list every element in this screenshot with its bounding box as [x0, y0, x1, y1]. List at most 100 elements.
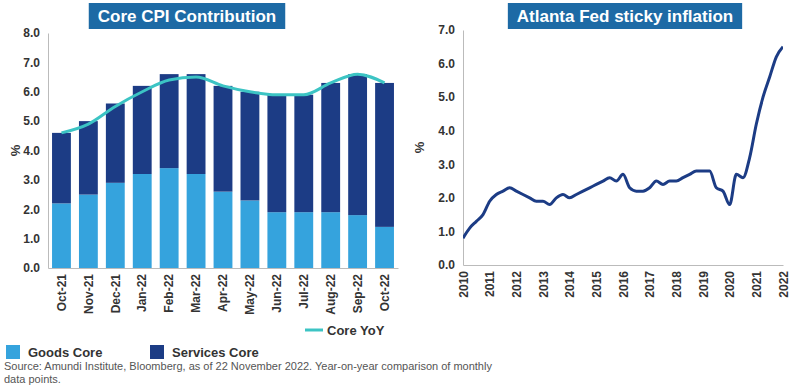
- x-tick-label: 2018: [670, 271, 684, 298]
- bar: [294, 95, 313, 213]
- bar: [375, 83, 394, 227]
- legend-item: Services Core: [150, 345, 259, 360]
- source-note: Source: Amundi Institute, Bloomberg, as …: [4, 360, 492, 385]
- y-tick-label: 4.0: [23, 144, 40, 158]
- y-axis-title: %: [8, 144, 23, 156]
- plot-area: [52, 74, 394, 268]
- legend-label: Goods Core: [28, 345, 102, 360]
- x-tick: Feb-22: [162, 268, 176, 313]
- x-tick-label: Sep-22: [351, 274, 365, 314]
- x-tick: 2018: [670, 265, 684, 298]
- bar: [241, 92, 260, 201]
- x-tick-label: 2013: [537, 271, 551, 298]
- x-axis: Oct-21Nov-21Dec-21Jan-22Feb-22Mar-22Apr-…: [49, 268, 399, 315]
- y-tick-label: 3.0: [23, 173, 40, 187]
- x-tick: Jul-22: [297, 268, 311, 309]
- y-tick-label: 3.0: [438, 158, 455, 172]
- bar: [267, 212, 286, 268]
- x-tick-label: 2012: [510, 271, 524, 298]
- bar: [348, 215, 367, 268]
- x-axis: 2010201120122013201420152016201720182019…: [457, 265, 791, 298]
- x-tick: Jan-22: [135, 268, 149, 312]
- y-tick-label: 1.0: [438, 225, 455, 239]
- title-background: [89, 3, 285, 29]
- bar-series: [52, 74, 394, 227]
- x-tick: Dec-21: [109, 268, 123, 313]
- legend-swatch: [150, 345, 164, 359]
- bar: [214, 192, 233, 268]
- bar: [160, 168, 179, 268]
- title-background: [508, 3, 742, 29]
- y-tick-label: 8.0: [23, 26, 40, 40]
- y-tick: 3.0: [438, 158, 463, 172]
- x-axis-line: [464, 265, 784, 266]
- bar: [294, 212, 313, 268]
- bar: [52, 203, 71, 268]
- x-tick: 2020: [723, 265, 737, 298]
- x-tick: 2013: [537, 265, 551, 298]
- x-axis-line: [49, 268, 399, 269]
- bar: [241, 200, 260, 268]
- bar: [133, 86, 152, 174]
- y-axis: 0.01.02.03.04.05.06.07.08.0: [23, 26, 48, 275]
- x-tick: 2010: [457, 265, 471, 298]
- bar: [267, 95, 286, 213]
- y-tick: 4.0: [23, 144, 48, 158]
- x-tick: Oct-21: [55, 268, 69, 311]
- y-tick-label: 0.0: [438, 258, 455, 272]
- y-tick: 8.0: [23, 26, 48, 40]
- bar: [214, 86, 233, 192]
- bar: [106, 183, 125, 268]
- x-tick: Mar-22: [189, 268, 203, 313]
- y-tick-label: 0.0: [23, 261, 40, 275]
- x-tick: 2014: [563, 265, 577, 298]
- bar: [52, 133, 71, 204]
- y-tick: 7.0: [438, 23, 463, 37]
- x-tick-label: 2011: [483, 271, 497, 297]
- x-tick: 2021: [750, 265, 764, 298]
- chart-title: Core CPI Contribution: [98, 7, 276, 26]
- x-tick: 2022: [777, 265, 791, 298]
- legend-swatch: [6, 345, 20, 359]
- x-tick: Oct-22: [378, 268, 392, 311]
- x-tick-label: 2019: [697, 271, 711, 298]
- x-tick-label: 2017: [643, 271, 657, 298]
- x-tick-label: 2022: [777, 271, 791, 298]
- y-tick: 7.0: [23, 56, 48, 70]
- x-tick: 2012: [510, 265, 524, 298]
- y-tick-label: 2.0: [23, 203, 40, 217]
- y-tick-label: 5.0: [23, 114, 40, 128]
- bar: [160, 74, 179, 168]
- bar: [79, 195, 98, 268]
- y-axis-line: [48, 34, 49, 269]
- page: Core CPI Contribution 0.0 1.0 2.0 3.0 4.0 5.0 6…: [0, 0, 800, 387]
- x-tick-label: Jun-22: [270, 274, 284, 313]
- x-tick-label: Oct-21: [55, 274, 69, 312]
- y-tick-label: 2.0: [438, 191, 455, 205]
- x-tick-label: 2021: [750, 271, 764, 298]
- x-tick: 2015: [590, 265, 604, 298]
- title-box: Atlanta Fed sticky inflation: [508, 3, 742, 29]
- y-tick: 0.0: [438, 258, 463, 272]
- x-tick-label: May-22: [243, 274, 257, 315]
- x-tick-label: 2020: [723, 271, 737, 298]
- line: [463, 47, 783, 238]
- y-axis: 0.01.02.03.04.05.06.07.0: [438, 23, 463, 272]
- x-tick-label: Mar-22: [189, 274, 203, 313]
- x-tick-label: 2010: [457, 271, 471, 298]
- source-line: data points.: [4, 373, 61, 385]
- y-tick: 1.0: [438, 225, 463, 239]
- chart-title: Atlanta Fed sticky inflation: [517, 7, 733, 26]
- x-tick: May-22: [243, 268, 257, 315]
- legend: Goods CoreServices CoreCore YoY: [6, 323, 385, 360]
- y-tick-label: 7.0: [438, 23, 455, 37]
- y-tick: 6.0: [438, 57, 463, 71]
- source-line: Source: Amundi Institute, Bloomberg, as …: [4, 360, 492, 372]
- bar: [79, 121, 98, 194]
- x-tick: Sep-22: [351, 268, 365, 313]
- y-tick: 3.0: [23, 173, 48, 187]
- x-tick: 2017: [643, 265, 657, 298]
- plot-area: [463, 47, 783, 238]
- bar: [106, 104, 125, 183]
- x-tick-label: Oct-22: [378, 274, 392, 312]
